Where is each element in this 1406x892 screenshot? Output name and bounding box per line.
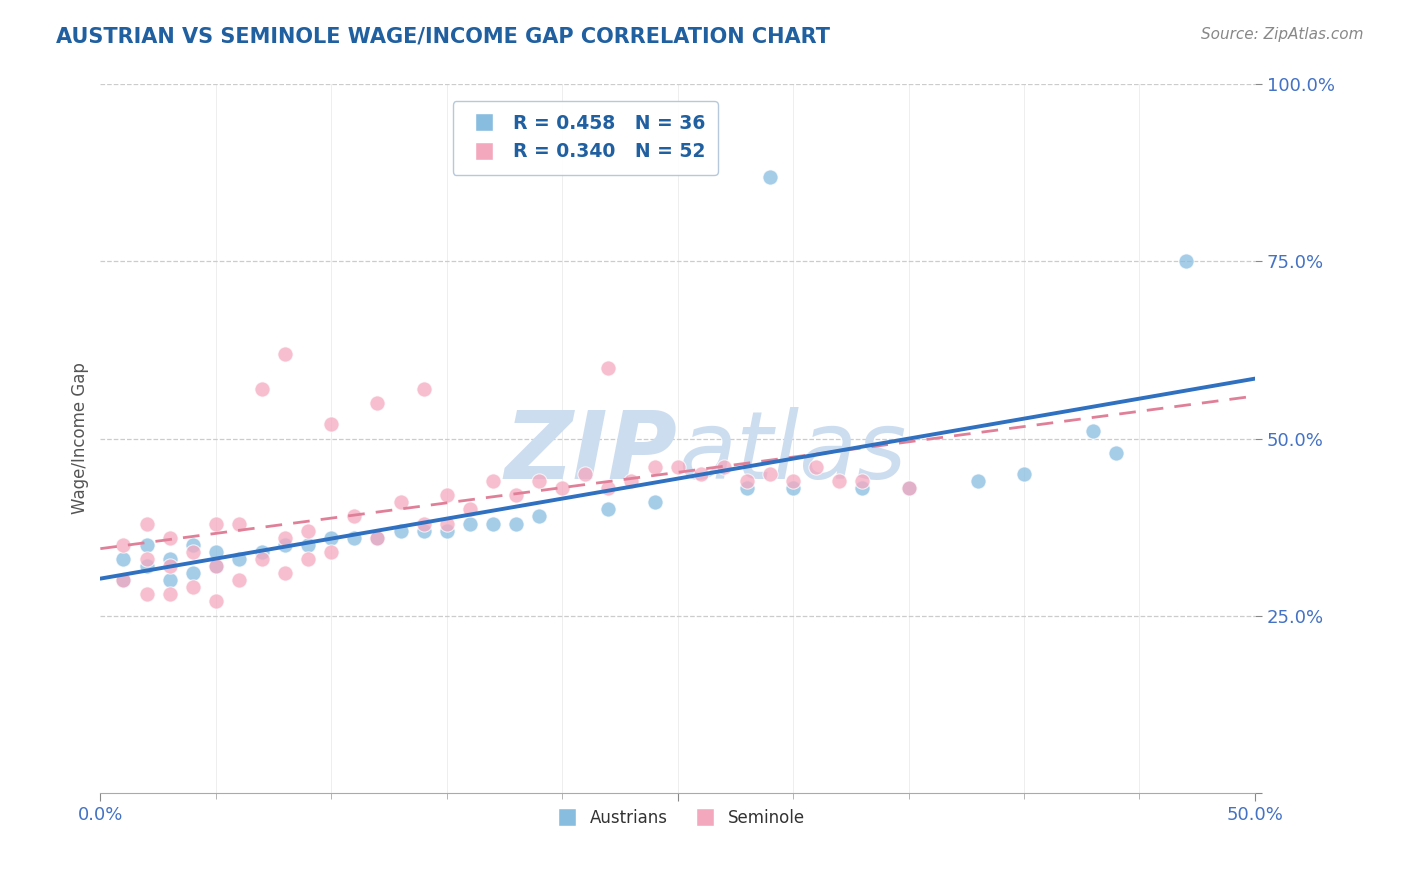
Point [297,524,319,538]
Point [343,509,366,524]
Point [598,502,620,516]
Point [505,488,527,502]
Point [644,459,666,474]
Point [135,559,157,574]
Point [112,552,135,566]
Text: atlas: atlas [678,408,905,499]
Point [412,382,434,396]
Point [366,531,388,545]
Point [112,573,135,587]
Point [527,474,550,488]
Point [620,474,643,488]
Point [759,467,782,481]
Point [181,566,204,580]
Point [204,516,226,531]
Point [436,524,458,538]
Point [759,169,782,184]
Point [897,481,920,495]
Point [274,538,297,552]
Point [412,516,434,531]
Text: ZIP: ZIP [505,407,678,499]
Point [366,531,388,545]
Point [343,531,366,545]
Point [1012,467,1035,481]
Point [1083,425,1105,439]
Y-axis label: Wage/Income Gap: Wage/Income Gap [72,363,89,515]
Point [321,531,343,545]
Point [551,481,574,495]
Point [598,481,620,495]
Point [204,559,226,574]
Point [250,382,273,396]
Point [436,516,458,531]
Point [135,587,157,601]
Point [482,474,505,488]
Point [228,573,250,587]
Point [713,459,735,474]
Point [1105,446,1128,460]
Legend: Austrians, Seminole: Austrians, Seminole [544,803,811,834]
Point [689,467,711,481]
Text: Source: ZipAtlas.com: Source: ZipAtlas.com [1201,27,1364,42]
Point [527,509,550,524]
Point [181,545,204,559]
Point [735,481,758,495]
Point [274,531,297,545]
Point [204,559,226,574]
Point [159,531,181,545]
Point [250,545,273,559]
Point [321,545,343,559]
Point [297,538,319,552]
Point [482,516,505,531]
Point [159,559,181,574]
Point [1174,254,1197,268]
Point [204,545,226,559]
Point [389,524,412,538]
Point [181,580,204,594]
Point [851,474,873,488]
Point [135,516,157,531]
Point [135,552,157,566]
Point [112,538,135,552]
Point [228,552,250,566]
Point [666,459,689,474]
Point [181,538,204,552]
Text: AUSTRIAN VS SEMINOLE WAGE/INCOME GAP CORRELATION CHART: AUSTRIAN VS SEMINOLE WAGE/INCOME GAP COR… [56,27,830,46]
Point [735,474,758,488]
Point [505,516,527,531]
Point [297,552,319,566]
Point [159,573,181,587]
Point [828,474,851,488]
Point [806,459,828,474]
Point [782,474,804,488]
Point [159,587,181,601]
Point [321,417,343,432]
Point [598,360,620,375]
Point [274,566,297,580]
Point [366,396,388,410]
Point [851,481,873,495]
Point [274,346,297,360]
Point [412,524,434,538]
Point [159,552,181,566]
Point [458,502,481,516]
Point [966,474,988,488]
Point [250,552,273,566]
Point [897,481,920,495]
Point [135,538,157,552]
Point [458,516,481,531]
Point [574,467,596,481]
Point [112,573,135,587]
Point [782,481,804,495]
Point [228,516,250,531]
Point [644,495,666,509]
Point [389,495,412,509]
Point [204,594,226,608]
Point [436,488,458,502]
